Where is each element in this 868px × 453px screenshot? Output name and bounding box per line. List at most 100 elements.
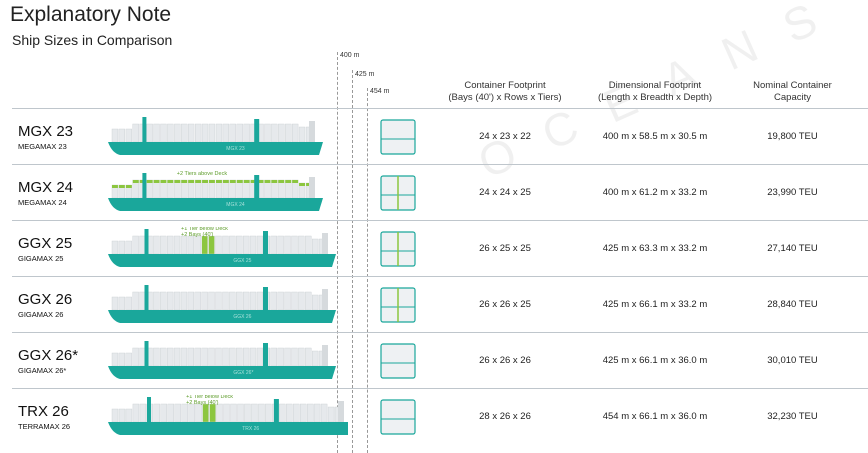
container-stack (311, 294, 319, 311)
dimensional-footprint-value: 425 m x 63.3 m x 33.2 m (602, 243, 708, 254)
container-stack (264, 123, 271, 143)
added-tier (229, 180, 236, 183)
container-stack (236, 291, 243, 311)
container-stack (291, 291, 298, 311)
container-stack (229, 123, 236, 143)
ship-class: GIGAMAX 26* (18, 366, 67, 375)
container-stack (222, 123, 230, 143)
dimensional-footprint-value: 454 m x 66.1 m x 36.0 m (602, 411, 708, 422)
ship-name: MGX 24 (18, 179, 74, 196)
container-stack (194, 123, 202, 143)
container-stack (251, 403, 258, 423)
ship-cross-section (380, 399, 416, 435)
section-outline (380, 399, 416, 435)
dimensional-footprint-value: 425 m x 66.1 m x 36.0 m (602, 355, 708, 366)
hull-name: GGX 26* (233, 370, 253, 376)
container-stack (327, 406, 335, 423)
container-footprint-value: 26 x 25 x 25 (479, 243, 531, 254)
section-outline (380, 119, 416, 155)
container-stack (256, 235, 264, 255)
container-stack (180, 347, 188, 367)
stern-superstructure (322, 345, 328, 366)
container-stack (118, 296, 125, 311)
hull (108, 366, 336, 379)
container-stack (180, 291, 188, 311)
container-footprint-value: 26 x 26 x 25 (479, 299, 531, 310)
container-stack (160, 123, 167, 143)
container-stack (160, 403, 167, 423)
added-tier (202, 180, 208, 183)
container-stack (194, 235, 201, 255)
mast (142, 173, 147, 198)
container-stack (111, 296, 119, 311)
container-stack (132, 403, 140, 423)
bridge (254, 175, 260, 198)
hull-name: TRX 26 (242, 426, 259, 432)
container-stack (153, 123, 160, 143)
ship-name: GGX 26 (18, 291, 73, 308)
container-stack (271, 123, 278, 143)
container-stack (292, 403, 300, 423)
container-stack (291, 123, 299, 143)
container-stack (201, 347, 208, 367)
container-stack (311, 238, 319, 255)
hull (108, 254, 336, 267)
container-stack (320, 403, 328, 423)
added-tier (243, 180, 250, 183)
added-tier (160, 180, 167, 183)
container-stack (305, 291, 312, 311)
container-stack (132, 347, 139, 367)
container-footprint-value: 24 x 24 x 25 (479, 187, 531, 198)
container-stack (229, 235, 236, 255)
container-stack (277, 291, 284, 311)
added-tier (292, 180, 299, 183)
added-tier (146, 180, 153, 183)
stern-superstructure (309, 121, 315, 142)
container-stack (285, 403, 293, 423)
header-dimensional-footprint: Dimensional Footprint (Length x Breadth … (597, 80, 713, 103)
length-marker-425: 425 m (355, 71, 375, 78)
container-stack (132, 291, 139, 311)
container-stack (215, 235, 222, 255)
container-stack (160, 347, 167, 367)
ship-cross-section: +1 Row (380, 175, 416, 211)
added-tier (188, 180, 195, 183)
container-stack (216, 403, 223, 423)
container-stack (187, 123, 195, 143)
dimensional-footprint-value: 425 m x 66.1 m x 33.2 m (602, 299, 708, 310)
container-stack (229, 291, 236, 311)
length-line-425 (352, 70, 353, 453)
ship-side-view: TRX 26 +1 Tier below Deck+2 Bays (40') (108, 395, 348, 435)
added-tier (278, 180, 285, 183)
added-tier (264, 180, 271, 183)
ship-row: TRX 26 TERRAMAX 26 TRX 26 +1 Tier below Dec… (12, 388, 868, 445)
container-stack (194, 347, 201, 367)
bridge (273, 399, 279, 422)
container-stack (305, 347, 312, 367)
bridge (263, 231, 268, 254)
added-tier (299, 183, 305, 186)
added-tier (222, 180, 229, 183)
container-stack (181, 123, 188, 143)
container-stack (270, 347, 277, 367)
container-stack (291, 347, 298, 367)
mast (144, 341, 149, 366)
container-stack (153, 235, 160, 255)
stern-superstructure (309, 177, 315, 198)
container-stack (222, 291, 229, 311)
container-stack (208, 291, 215, 311)
added-tier (271, 180, 278, 183)
ship-cross-section (380, 343, 416, 379)
added-tier (181, 180, 188, 183)
container-stack (298, 291, 305, 311)
added-bay (208, 235, 215, 255)
container-stack (194, 291, 201, 311)
ship-name: TRX 26 (18, 403, 69, 420)
container-stack (125, 240, 132, 255)
container-stack (237, 403, 244, 423)
container-stack (313, 403, 321, 423)
capacity-value: 23,990 TEU (767, 187, 818, 198)
container-stack (284, 291, 291, 311)
capacity-value: 27,140 TEU (767, 243, 818, 254)
added-bay (209, 403, 216, 423)
